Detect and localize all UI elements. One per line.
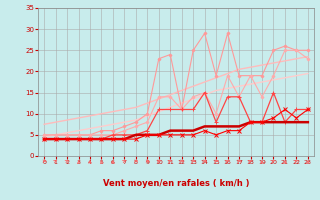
X-axis label: Vent moyen/en rafales ( km/h ): Vent moyen/en rafales ( km/h ) — [103, 179, 249, 188]
